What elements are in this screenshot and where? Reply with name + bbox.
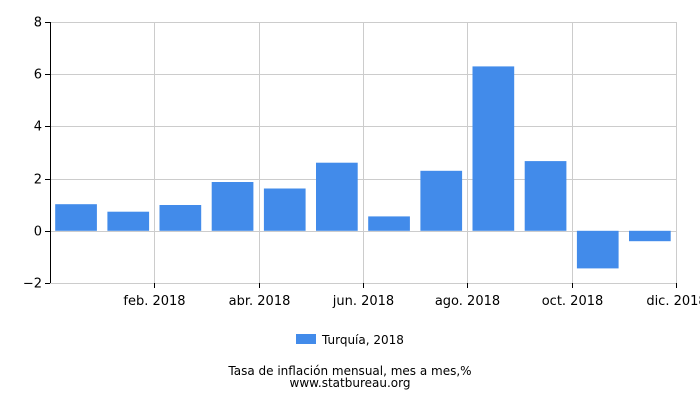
bar [629, 230, 671, 242]
bar [263, 188, 306, 231]
x-tick-label: feb. 2018 [123, 294, 185, 309]
bar [472, 66, 515, 231]
legend-label: Turquía, 2018 [321, 333, 404, 347]
chart-caption: Tasa de inflación mensual, mes a mes,% [227, 364, 471, 378]
x-tick-label: ago. 2018 [435, 294, 500, 309]
y-tick-label: 6 [34, 68, 42, 83]
bar [420, 170, 463, 231]
y-tick-label: 4 [34, 120, 42, 135]
y-tick-label: 0 [34, 225, 42, 240]
y-tick-label: 8 [34, 16, 42, 31]
y-tick-label: −2 [23, 277, 42, 292]
source-url: www.statbureau.org [290, 376, 411, 390]
bar [576, 230, 619, 269]
bar [159, 205, 202, 231]
x-tick-label: oct. 2018 [542, 294, 604, 309]
x-tick-label: dic. 2018 [646, 294, 700, 309]
bar [107, 211, 150, 231]
legend-swatch [296, 334, 316, 344]
bar [524, 161, 567, 231]
bars [55, 66, 671, 269]
x-tick-label: abr. 2018 [229, 294, 291, 309]
bar [368, 216, 410, 231]
bar [316, 162, 358, 231]
bar [211, 182, 254, 231]
x-tick-labels: feb. 2018 abr. 2018 jun. 2018 ago. 2018 oct.… [123, 294, 700, 309]
bar [55, 204, 97, 231]
y-tick-label: 2 [34, 173, 42, 188]
legend: Turquía, 2018 [296, 333, 404, 347]
grid-lines [50, 22, 677, 284]
y-tick-labels: −2 0 2 4 6 8 [23, 16, 42, 292]
axes [45, 22, 677, 288]
x-tick-label: jun. 2018 [332, 294, 394, 309]
